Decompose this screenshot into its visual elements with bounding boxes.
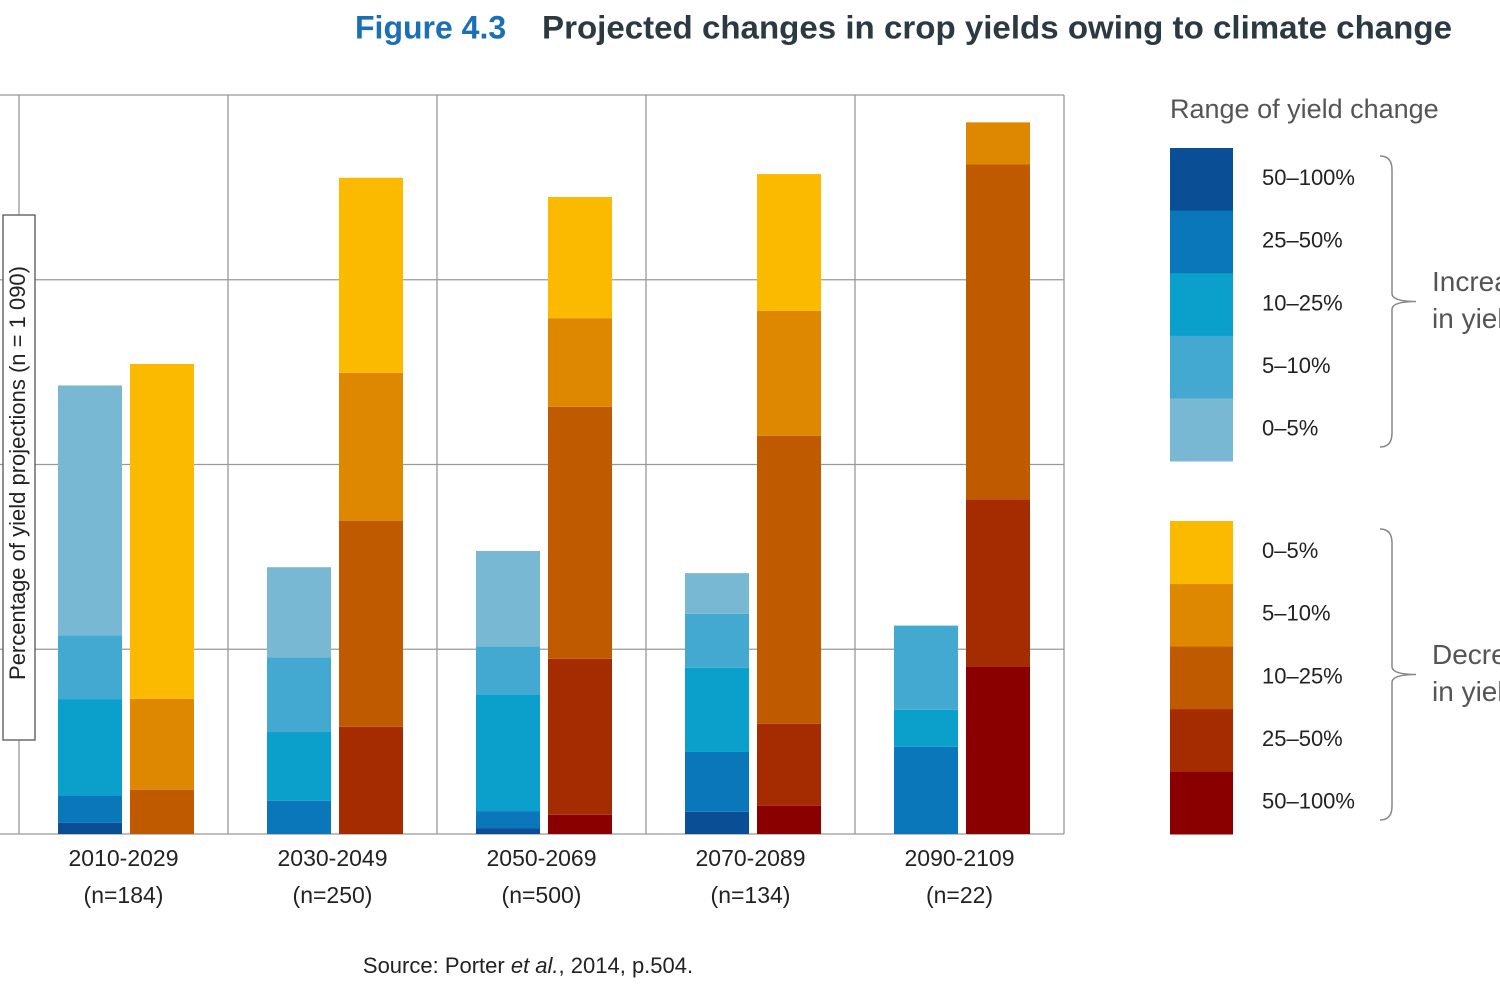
legend-brace [1379,155,1417,448]
bar-segment [339,372,403,521]
legend-brace [1379,528,1417,821]
source: Source: Porter et al., 2014, p.504. [363,953,693,978]
bar-segment [757,174,821,311]
x-tick-sublabel: (n=500) [502,882,582,908]
bar-segment [130,789,194,834]
bar-segment [894,709,958,747]
bar-segment [548,196,612,319]
bar-segment [58,822,122,834]
legend-group-label: Decrease [1432,639,1500,670]
bar-segment [966,666,1030,834]
x-tick-sublabel: (n=250) [293,882,373,908]
source-part: et al. [511,953,559,978]
legend-swatch [1170,771,1233,835]
bar-segment [757,723,821,806]
bar-segment [267,657,331,733]
bar-segment [548,814,612,834]
bar-segment [267,800,331,834]
bar-segment [894,746,958,834]
legend-title: Range of yield change [1170,94,1439,124]
legend-label: 25–50% [1262,228,1343,253]
x-tick-sublabel: (n=184) [84,882,164,908]
bar-segment [894,625,958,710]
source-part: , 2014, p.504. [559,953,694,978]
bar-segment [130,363,194,699]
bar-segment [548,406,612,659]
figure-label: Figure 4.3 [355,9,506,45]
bar-segment [58,795,122,823]
y-axis-label: Percentage of yield projections (n = 1 0… [5,266,30,680]
legend-label: 0–5% [1262,538,1318,563]
bar-segment [339,520,403,727]
x-tick-label: 2030-2049 [278,845,388,871]
bar-segment [685,751,749,812]
bar-segment [966,499,1030,667]
bar-segment [339,726,403,834]
chart-title: Projected changes in crop yields owing t… [542,9,1452,45]
x-tick-label: 2070-2089 [696,845,806,871]
legend-label: 0–5% [1262,416,1318,441]
bar-segment [685,613,749,668]
legend-swatch [1170,646,1233,710]
legend-label: 10–25% [1262,290,1343,315]
bar-segment [757,805,821,834]
bar-segment [757,310,821,436]
bar-segment [476,646,540,695]
legend-swatch [1170,583,1233,647]
bar-segment [548,318,612,407]
bar-segment [757,435,821,724]
x-tick-sublabel: (n=22) [926,882,993,908]
legend-swatch [1170,148,1233,212]
bar-segment [130,698,194,790]
bar-segment [476,694,540,812]
legend-label: 25–50% [1262,726,1343,751]
legend-group-label: Increase [1432,266,1500,297]
source-part: Source: Porter [363,953,511,978]
bar-segment [966,122,1030,165]
legend-swatch [1170,210,1233,274]
bar-segment [476,828,540,834]
bar-segment [267,567,331,658]
x-tick-label: 2010-2029 [69,845,179,871]
legend-group-label: in yield [1432,676,1500,707]
legend-swatch [1170,708,1233,772]
legend-group-label: in yield [1432,303,1500,334]
bar-segment [339,177,403,373]
legend-swatch [1170,398,1233,462]
legend-label: 5–10% [1262,353,1331,378]
x-tick-sublabel: (n=134) [711,882,791,908]
x-tick-label: 2050-2069 [487,845,597,871]
ylabel-box [2,214,36,741]
bar-segment [476,550,540,647]
bar-segment [966,164,1030,500]
bar-segment [267,732,331,801]
legend-swatch [1170,521,1233,585]
legend-swatch [1170,273,1233,337]
bar-segment [685,811,749,834]
bar-segment [58,699,122,796]
bar-segment [58,635,122,700]
legend-label: 5–10% [1262,601,1331,626]
bar-segment [476,811,540,829]
x-tick-label: 2090-2109 [905,845,1015,871]
legend-swatch [1170,335,1233,399]
legend-label: 50–100% [1262,165,1355,190]
bar-segment [548,658,612,815]
bar-segment [685,573,749,614]
legend-label: 10–25% [1262,663,1343,688]
legend-label: 50–100% [1262,789,1355,814]
bar-segment [685,667,749,752]
bar-segment [58,385,122,636]
